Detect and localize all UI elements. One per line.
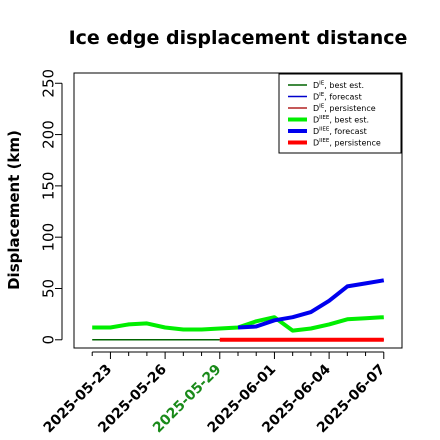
- series-line: [237, 278, 385, 330]
- series-layer: [92, 278, 385, 342]
- chart-title: Ice edge displacement distance: [69, 27, 408, 49]
- legend-label: DIE, persistence: [313, 104, 376, 114]
- legend-label: DIIEE, forecast: [313, 127, 367, 137]
- legend-label: DIE, forecast: [313, 92, 362, 102]
- legend: DIE, best est.DIE, forecast DIE, persiste…: [278, 73, 402, 154]
- legend-label: DIE, best est.: [313, 81, 364, 91]
- y-tick-label: 150: [39, 172, 57, 201]
- legend-label: DIIEE, persistence: [313, 138, 381, 148]
- y-tick-label: 200: [39, 120, 57, 149]
- y-tick-label: 100: [39, 223, 57, 252]
- y-tick-label: 250: [39, 69, 57, 98]
- series-line: [92, 315, 384, 333]
- legend-box: [278, 73, 402, 154]
- plot-frame: [73, 72, 403, 349]
- legend-label: DIIEE, best est.: [313, 115, 369, 125]
- y-axis-label: Displacement (km): [5, 130, 23, 290]
- y-tick-label: 50: [39, 279, 57, 298]
- x-axis: 2025-05-232025-05-262025-05-292025-06-01…: [41, 351, 389, 436]
- y-tick-label: 0: [39, 335, 57, 345]
- y-axis: 0 50 100 150 200 250: [39, 69, 63, 345]
